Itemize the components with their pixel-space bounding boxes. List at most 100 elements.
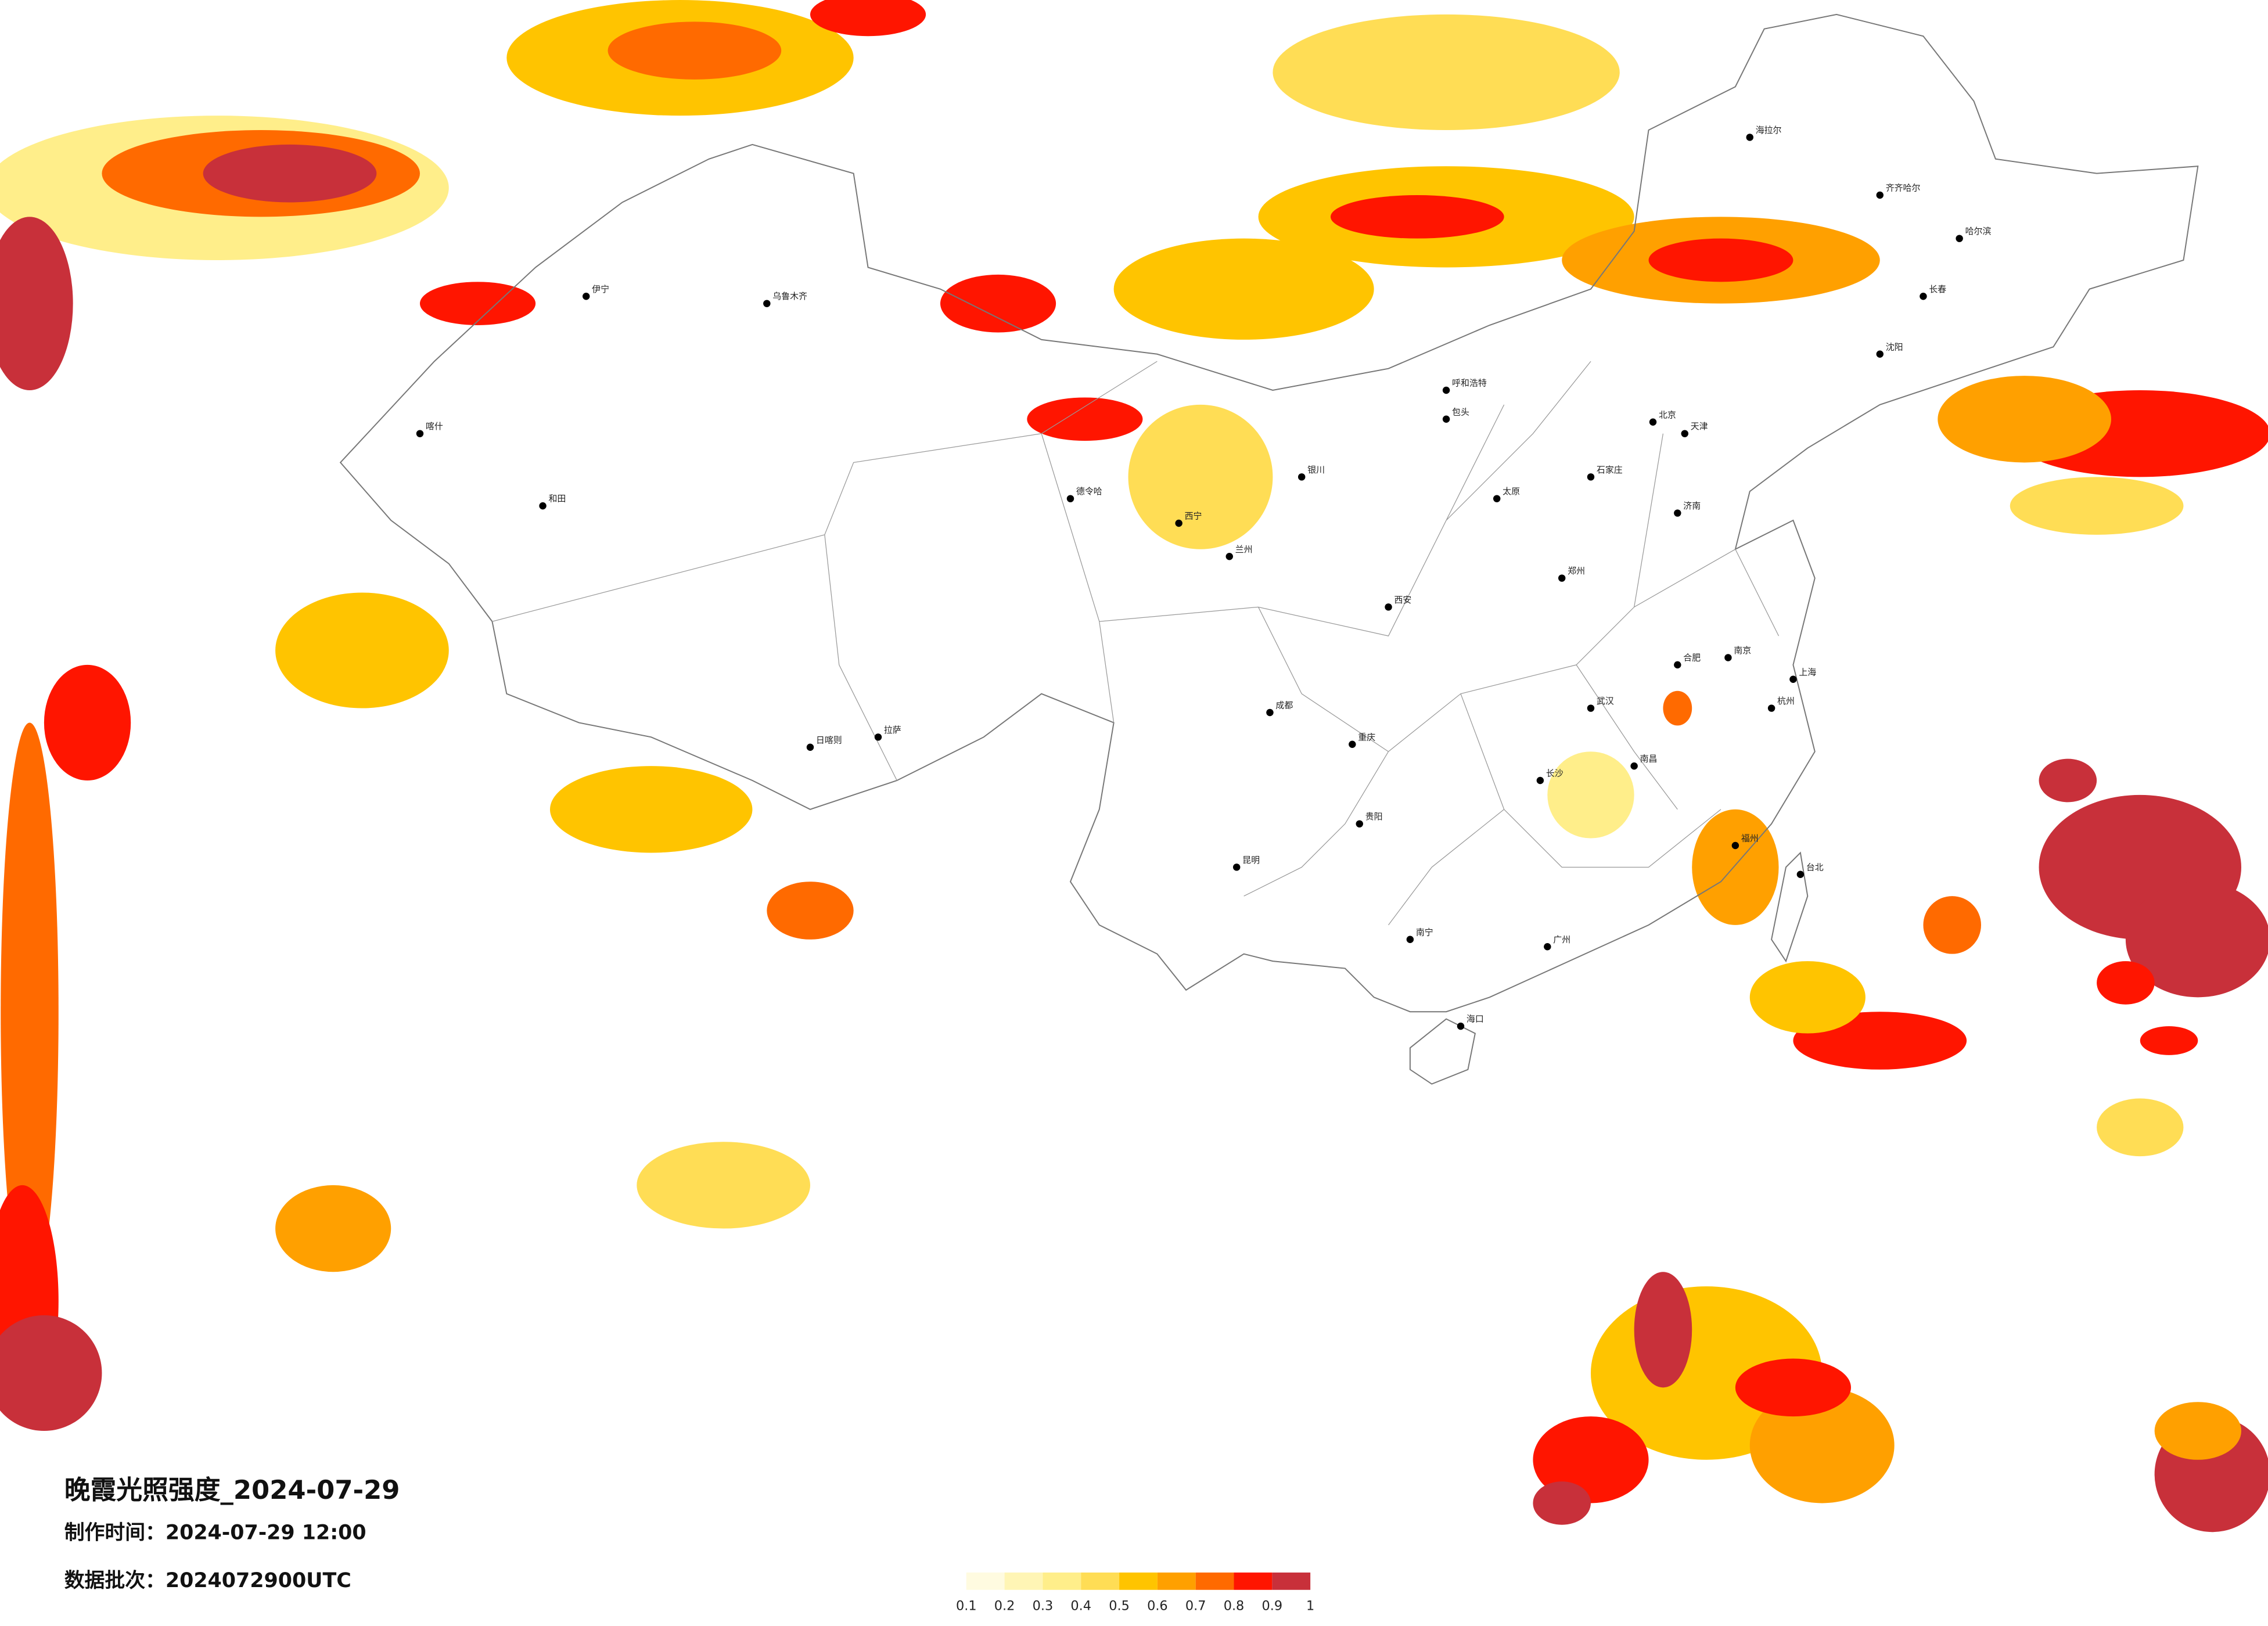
country-outline [339, 13, 2199, 1013]
city-label: 郑州 [1568, 566, 1585, 576]
city-label: 南宁 [1416, 927, 1433, 937]
colorbar-swatch [966, 1572, 1005, 1590]
city-label: 贵阳 [1365, 811, 1383, 822]
city-label: 西宁 [1185, 511, 1202, 521]
city-dot [1681, 430, 1688, 437]
city-label: 齐齐哈尔 [1886, 183, 1921, 193]
city-dot [1558, 574, 1566, 582]
heat-patch [2039, 758, 2097, 803]
city-label: 合肥 [1683, 652, 1701, 663]
city-dot [1266, 708, 1274, 717]
heat-patch [1938, 376, 2111, 463]
colorbar-tick-label: 0.1 [956, 1599, 977, 1614]
heat-patch [1648, 238, 1793, 282]
city-dot [1385, 603, 1392, 611]
city-label: 杭州 [1777, 696, 1795, 706]
colorbar-tick-label: 0.6 [1147, 1599, 1168, 1614]
city-label: 日喀则 [816, 735, 842, 745]
city-label: 济南 [1683, 501, 1701, 511]
city-dot [1789, 675, 1797, 683]
city-dot [1232, 864, 1241, 871]
heat-patch [203, 144, 377, 203]
heat-patch [2154, 1402, 2241, 1460]
heat-patch [1547, 751, 1634, 839]
city-dot [1920, 293, 1927, 300]
colorbar-tick-label: 0.5 [1109, 1599, 1130, 1614]
colorbar-swatch [1081, 1572, 1120, 1590]
city-label: 哈尔滨 [1965, 226, 1992, 236]
city-dot [1066, 495, 1074, 502]
city-label: 伊宁 [592, 284, 609, 294]
colorbar-tick-label: 0.4 [1070, 1599, 1091, 1614]
city-label: 西安 [1394, 595, 1412, 605]
heat-patch [44, 664, 131, 780]
city-label: 包头 [1452, 406, 1469, 417]
city-label: 喀什 [426, 421, 443, 431]
heat-patch [2097, 1098, 2184, 1157]
city-label: 重庆 [1358, 732, 1375, 742]
heat-patch [1533, 1481, 1591, 1525]
heat-patch [275, 1185, 391, 1272]
heat-patch [767, 882, 854, 940]
heat-patch [637, 1142, 810, 1229]
colorbar-tick-label: 0.9 [1262, 1599, 1283, 1614]
city-label: 海口 [1467, 1014, 1484, 1024]
city-dot [1406, 936, 1414, 943]
hainan-outline [1409, 1018, 1476, 1085]
heat-patch [1330, 195, 1504, 239]
city-dot [1544, 943, 1551, 951]
city-label: 海拉尔 [1756, 125, 1782, 135]
heat-patch [2140, 1026, 2198, 1055]
city-label: 南昌 [1640, 754, 1658, 764]
heat-patch [1923, 896, 1981, 954]
city-label: 兰州 [1235, 544, 1253, 555]
heat-patch [1749, 1387, 1895, 1503]
city-dot [1724, 654, 1732, 661]
city-label: 拉萨 [884, 725, 901, 735]
city-dot [1796, 870, 1805, 878]
heat-patch [2097, 961, 2155, 1005]
city-label: 广州 [1553, 934, 1570, 945]
heat-patch [1113, 238, 1374, 340]
city-dot [1297, 473, 1306, 481]
colorbar-swatch [1195, 1572, 1234, 1590]
city-dot [1356, 820, 1363, 828]
colorbar-swatch [1157, 1572, 1196, 1590]
colorbar-swatch [1272, 1572, 1311, 1590]
city-label: 台北 [1806, 862, 1824, 872]
city-dot [539, 502, 547, 510]
map-title: 晚霞光照强度_2024-07-29 [64, 1474, 400, 1505]
city-dot [1674, 509, 1681, 517]
colorbar-tick-label: 0.8 [1224, 1599, 1245, 1614]
heat-layer [0, 0, 2268, 1533]
heat-patch [1634, 1272, 1692, 1388]
city-label: 天津 [1691, 421, 1708, 431]
colorbar-swatch [1043, 1572, 1081, 1590]
city-dot [1649, 418, 1657, 426]
heat-patch [549, 766, 753, 853]
heat-patch [1663, 690, 1692, 726]
heat-patch [1273, 14, 1620, 131]
city-dot [1442, 386, 1450, 394]
city-dot [1746, 134, 1753, 141]
colorbar-swatch [1119, 1572, 1158, 1590]
city-label: 石家庄 [1597, 465, 1623, 475]
heat-patch [1692, 809, 1779, 925]
city-dot [1457, 1022, 1465, 1030]
colorbar-swatch [1004, 1572, 1043, 1590]
city-dot [582, 293, 590, 300]
city-label: 德令哈 [1076, 486, 1102, 497]
heat-patch [1735, 1358, 1851, 1417]
city-dot [1493, 495, 1501, 502]
city-dot [1731, 841, 1739, 850]
heat-patch [1027, 397, 1143, 441]
heat-patch [940, 274, 1056, 333]
city-dot [1536, 776, 1544, 785]
province-lines [492, 361, 1780, 926]
city-dot [1956, 235, 1963, 242]
city-label: 武汉 [1597, 696, 1614, 706]
city-label: 呼和浩特 [1452, 378, 1487, 388]
heat-patch [2010, 477, 2184, 535]
